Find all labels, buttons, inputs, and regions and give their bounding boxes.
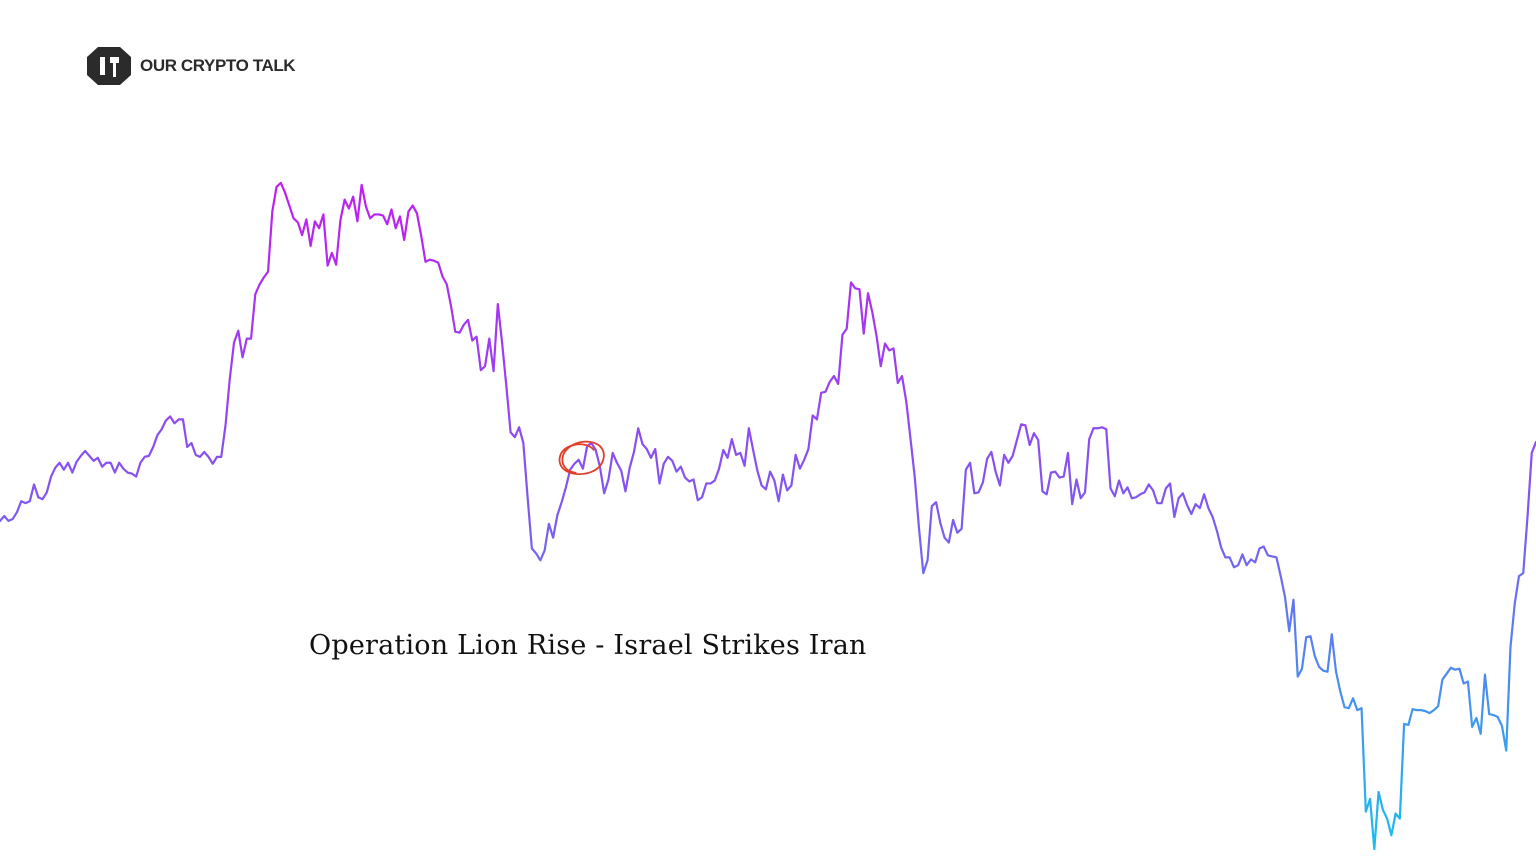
logo-slot-right <box>110 57 119 63</box>
event-annotation-caption: Operation Lion Rise - Israel Strikes Ira… <box>309 630 867 661</box>
octagon-cube-logo-icon <box>87 47 131 85</box>
series-line-0 <box>0 181 1536 851</box>
logo-slot-right-stem <box>113 63 116 77</box>
series-group <box>0 181 1536 851</box>
logo-slot-left <box>100 57 105 75</box>
brand-name: OUR CRYPTO TALK <box>140 56 296 75</box>
annotation-marker-group <box>558 440 605 476</box>
brand-header: OUR CRYPTO TALK <box>86 46 296 86</box>
logo-octagon-shape <box>87 47 131 85</box>
hand-drawn-circle-icon <box>558 440 605 476</box>
